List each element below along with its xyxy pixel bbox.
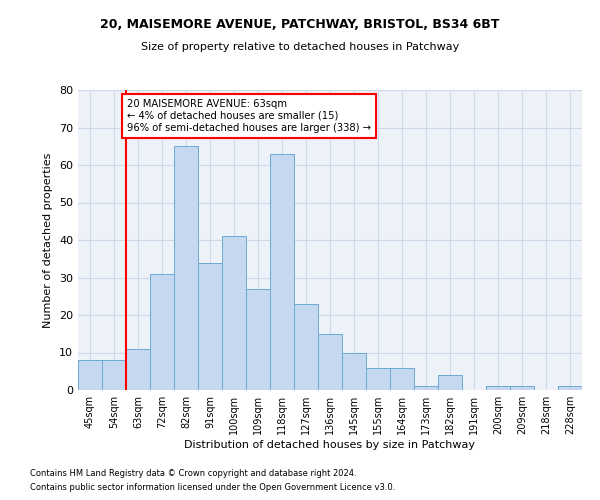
Text: Size of property relative to detached houses in Patchway: Size of property relative to detached ho… [141,42,459,52]
Bar [174,146,198,390]
Bar [510,386,534,390]
X-axis label: Distribution of detached houses by size in Patchway: Distribution of detached houses by size … [185,440,476,450]
Text: Contains HM Land Registry data © Crown copyright and database right 2024.: Contains HM Land Registry data © Crown c… [30,468,356,477]
Text: 20, MAISEMORE AVENUE, PATCHWAY, BRISTOL, BS34 6BT: 20, MAISEMORE AVENUE, PATCHWAY, BRISTOL,… [100,18,500,30]
Bar [558,386,582,390]
Bar [414,386,438,390]
Bar [150,274,174,390]
Bar [222,236,246,390]
Bar [390,368,414,390]
Bar [366,368,390,390]
Y-axis label: Number of detached properties: Number of detached properties [43,152,53,328]
Text: Contains public sector information licensed under the Open Government Licence v3: Contains public sector information licen… [30,484,395,492]
Bar [246,289,270,390]
Bar [438,375,462,390]
Bar [126,349,150,390]
Bar [270,154,294,390]
Text: 20 MAISEMORE AVENUE: 63sqm
← 4% of detached houses are smaller (15)
96% of semi-: 20 MAISEMORE AVENUE: 63sqm ← 4% of detac… [127,100,371,132]
Bar [294,304,318,390]
Bar [342,352,366,390]
Bar [198,262,222,390]
Bar [78,360,102,390]
Bar [486,386,510,390]
Bar [102,360,126,390]
Bar [318,334,342,390]
